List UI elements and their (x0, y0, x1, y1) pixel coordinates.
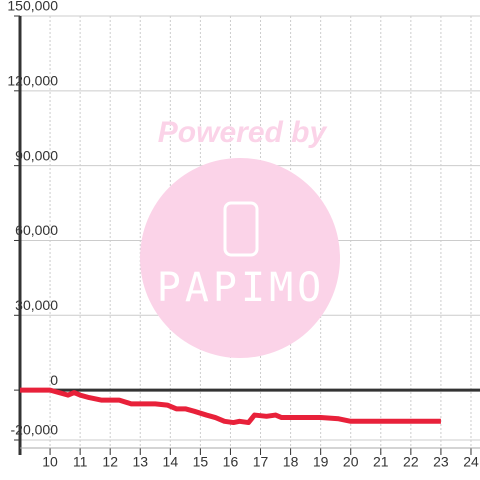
watermark-phone (223, 201, 259, 257)
x-tick-label: 24 (463, 454, 479, 470)
y-tick-label: 60,000 (15, 222, 58, 238)
line (20, 387, 441, 426)
y-tick-label: 90,000 (15, 147, 58, 163)
x-tick-label: 21 (373, 454, 389, 470)
x-tick-label: 23 (433, 454, 449, 470)
y-tick-label: -20,000 (11, 422, 59, 438)
x-tick-label: 12 (102, 454, 118, 470)
x-tick-label: 20 (343, 454, 359, 470)
x-tick-label: 22 (403, 454, 419, 470)
x-tick-label: 16 (223, 454, 239, 470)
x-tick-label: 17 (253, 454, 269, 470)
x-tick-label: 10 (42, 454, 58, 470)
x-tick-label: 15 (193, 454, 209, 470)
x-tick-label: 13 (132, 454, 148, 470)
watermark-text: Powered by (158, 116, 328, 149)
y-tick-label: 150,000 (7, 0, 58, 14)
watermark-circle (140, 158, 340, 358)
x-tick-label: 18 (283, 454, 299, 470)
y-tick-label: 0 (50, 372, 58, 388)
watermark-logo: PAPIMO (157, 265, 326, 311)
x-tick-label: 11 (73, 454, 88, 470)
y-tick-label: 30,000 (15, 297, 58, 313)
x-tick-label: 19 (313, 454, 329, 470)
x-tick-label: 14 (163, 454, 179, 470)
y-tick-label: 120,000 (7, 73, 58, 89)
